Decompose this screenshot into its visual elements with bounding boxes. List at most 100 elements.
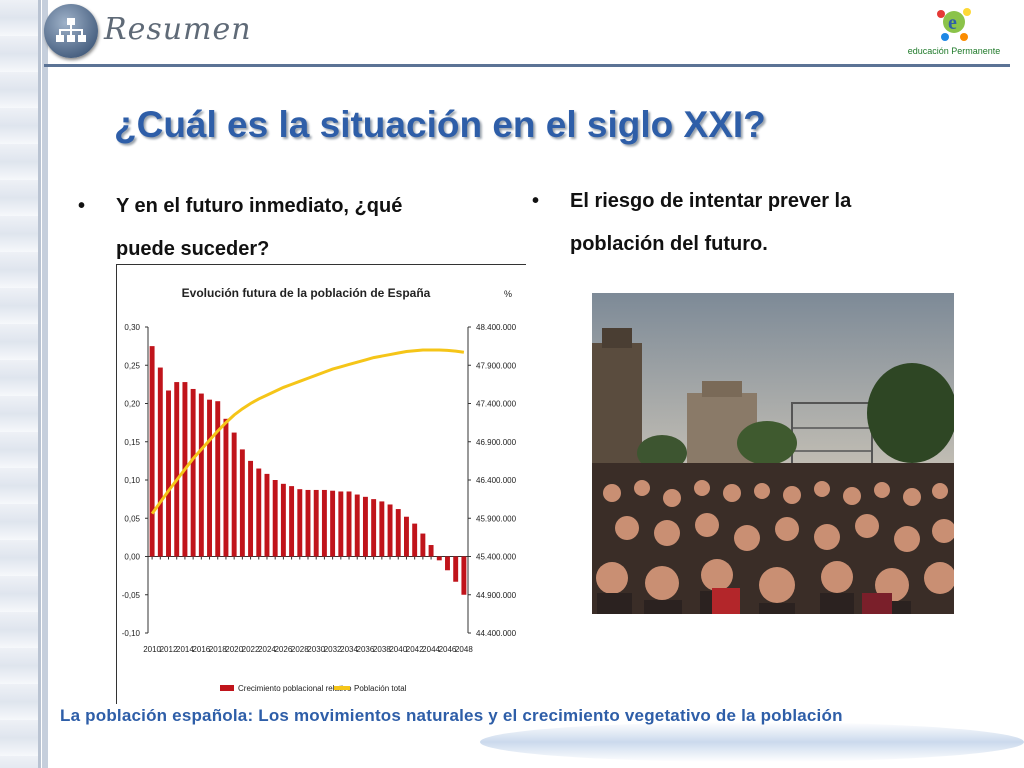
chart-axes: 0,30 0,25 0,20 0,15 0,10 0,05 0,00 -0,05 -0,10 48…	[122, 323, 517, 654]
legend-swatch-bars	[220, 685, 234, 691]
chart-left-rule	[116, 264, 117, 704]
right-y-tick-label: 46.400.000	[476, 476, 517, 485]
chart-bar	[190, 388, 196, 557]
chart-bar	[256, 468, 262, 557]
chart-bar	[198, 393, 204, 557]
bullet-left-line1: Y en el futuro inmediato, ¿qué	[116, 195, 403, 217]
bullet-left: • Y en el futuro inmediato, ¿qué puede s…	[78, 185, 403, 271]
chart-bar	[387, 504, 393, 557]
x-tick-label: 2026	[274, 645, 292, 654]
bottom-decorative-wave	[480, 722, 1024, 762]
chart-bar	[445, 556, 450, 571]
x-tick-label: 2012	[160, 645, 178, 654]
chart-bar	[428, 545, 434, 557]
x-tick-label: 2018	[209, 645, 227, 654]
left-y-tick-label: 0,20	[124, 400, 140, 409]
x-tick-label: 2010	[143, 645, 161, 654]
chart-bar	[362, 496, 368, 557]
chart-bar	[420, 533, 426, 557]
chart-bar	[231, 432, 237, 557]
right-y-tick-label: 45.400.000	[476, 553, 517, 562]
right-y-tick-label: 46.900.000	[476, 438, 517, 447]
bullet-right-line1: El riesgo de intentar prever la	[570, 190, 852, 212]
left-y-tick-label: -0,10	[122, 629, 141, 638]
bullet-left-line2: puede suceder?	[116, 238, 270, 260]
x-tick-label: 2038	[373, 645, 391, 654]
chart-bar	[297, 489, 303, 557]
chart-svg: Evolución futura de la población de Espa…	[122, 286, 517, 693]
chart-bar	[305, 489, 311, 557]
population-chart: Evolución futura de la población de Espa…	[116, 264, 526, 704]
legend-swatch-line	[334, 686, 350, 690]
x-tick-label: 2030	[307, 645, 325, 654]
bullet-right-line2: población del futuro.	[570, 233, 768, 255]
x-tick-label: 2048	[455, 645, 473, 654]
chart-bar	[280, 483, 286, 557]
chart-bar	[404, 516, 409, 557]
right-y-tick-label: 44.400.000	[476, 629, 517, 638]
legend-label-line: Población total	[354, 684, 407, 693]
x-tick-label: 2024	[258, 645, 276, 654]
brand-figure-icon: e	[937, 8, 971, 41]
crowd-photo	[592, 293, 954, 614]
svg-text:e: e	[948, 12, 957, 34]
right-y-tick-label: 44.900.000	[476, 591, 517, 600]
population-line	[150, 348, 465, 515]
right-y-tick-label: 45.900.000	[476, 514, 517, 523]
chart-top-rule	[116, 264, 526, 265]
chart-bar	[371, 499, 377, 557]
crowd-photo-illustration	[592, 293, 954, 614]
x-tick-label: 2020	[225, 645, 243, 654]
left-y-tick-label: 0,10	[124, 476, 140, 485]
chart-bar	[354, 494, 360, 557]
chart-bar	[338, 491, 344, 557]
header-divider	[44, 64, 1010, 67]
chart-bar	[461, 556, 467, 595]
chart-line	[150, 348, 465, 515]
chart-bar	[412, 523, 418, 557]
x-tick-label: 2042	[406, 645, 424, 654]
bullet-dot: •	[532, 190, 540, 212]
chart-title: Evolución futura de la población de Espa…	[182, 286, 431, 300]
bullet-dot: •	[78, 195, 86, 217]
x-tick-label: 2040	[389, 645, 407, 654]
chart-bar	[207, 399, 212, 557]
brand-logo: e educación Permanente	[898, 4, 1010, 62]
right-y-tick-label: 47.900.000	[476, 361, 517, 370]
left-y-tick-label: 0,00	[124, 553, 140, 562]
brand-text: educación Permanente	[907, 46, 1001, 56]
left-decorative-border	[0, 0, 48, 768]
left-y-tick-label: 0,30	[124, 323, 140, 332]
chart-bar	[239, 449, 245, 557]
chart-bar	[346, 491, 352, 557]
x-tick-label: 2014	[176, 645, 194, 654]
chart-bar	[289, 486, 295, 557]
left-y-tick-label: 0,15	[124, 438, 140, 447]
chart-bar	[248, 460, 254, 557]
chart-bar	[166, 390, 171, 557]
chart-bar	[330, 490, 336, 557]
x-tick-label: 2022	[242, 645, 260, 654]
chart-bar	[395, 509, 401, 557]
left-y-tick-label: 0,05	[124, 514, 140, 523]
left-y-tick-label: 0,25	[124, 361, 140, 370]
x-tick-label: 2036	[357, 645, 375, 654]
right-y-tick-label: 48.400.000	[476, 323, 517, 332]
footer-text: La población española: Los movimientos n…	[60, 706, 843, 725]
chart-bar	[174, 382, 180, 557]
chart-unit-label: %	[504, 289, 512, 299]
bullet-right: • El riesgo de intentar prever la poblac…	[532, 180, 852, 266]
chart-bar	[157, 367, 163, 557]
chart-bar	[272, 480, 278, 557]
chart-bar	[321, 489, 327, 557]
chart-bar	[436, 556, 442, 561]
sitemap-logo-icon	[44, 4, 98, 58]
x-tick-label: 2016	[192, 645, 210, 654]
legend-label-bars: Crecimiento poblacional relativo	[238, 684, 352, 693]
chart-bar	[149, 346, 155, 557]
chart-bar	[379, 501, 385, 557]
chart-bar	[215, 401, 221, 557]
slide-title: ¿Cuál es la situación en el siglo XXI?	[114, 104, 766, 145]
right-y-tick-label: 47.400.000	[476, 400, 517, 409]
header-title: Resumen	[104, 12, 252, 47]
